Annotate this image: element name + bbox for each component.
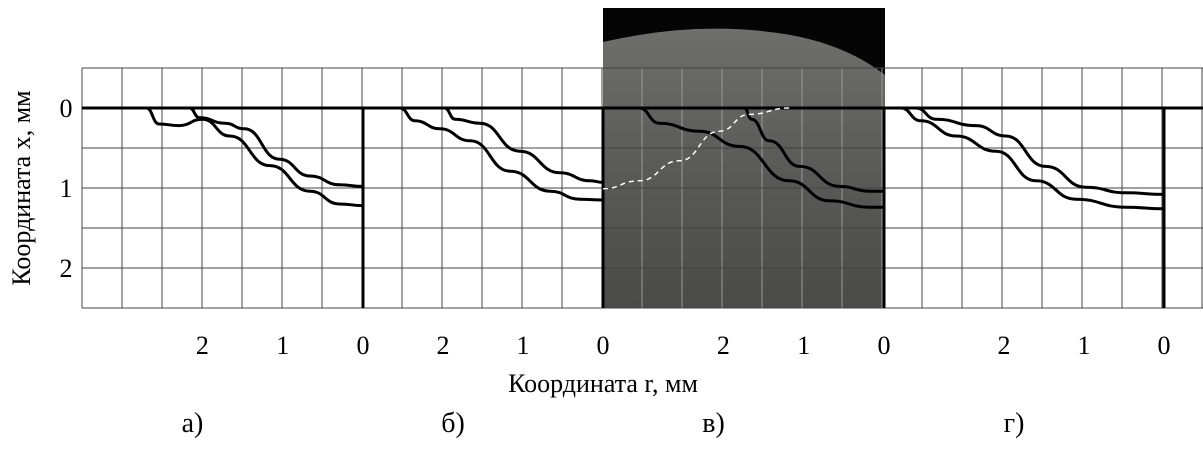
x-tick-label: 1 [276,331,289,360]
panel-label: а) [182,408,204,439]
x-tick-label: 2 [998,331,1011,360]
grid [81,67,1203,309]
y-tick-label: 1 [60,174,73,203]
photo [603,8,885,309]
x-tick-label: 2 [437,331,450,360]
curve [638,106,884,209]
y-tick-label: 0 [60,94,73,123]
panel-label: г) [1004,408,1025,439]
curve [444,106,604,184]
y-axis-label: Координата x, мм [7,90,36,285]
panel-label: в) [702,408,725,439]
curve [743,106,884,193]
x-tick-label: 1 [797,331,810,360]
curve [189,106,364,188]
x-tick-label: 0 [878,331,891,360]
x-tick-label: 1 [517,331,530,360]
x-axis-label: Координата r, мм [508,369,698,398]
curve [399,106,604,202]
curve [145,106,364,208]
panel-label: б) [441,408,465,439]
curve [602,107,790,190]
curve [915,106,1165,196]
x-tick-label: 2 [196,331,209,360]
x-tick-label: 0 [1158,331,1171,360]
curve [900,106,1165,211]
x-tick-label: 1 [1078,331,1091,360]
y-tick-label: 2 [60,254,73,283]
x-tick-label: 0 [597,331,610,360]
x-tick-label: 2 [717,331,730,360]
x-tick-label: 0 [357,331,370,360]
